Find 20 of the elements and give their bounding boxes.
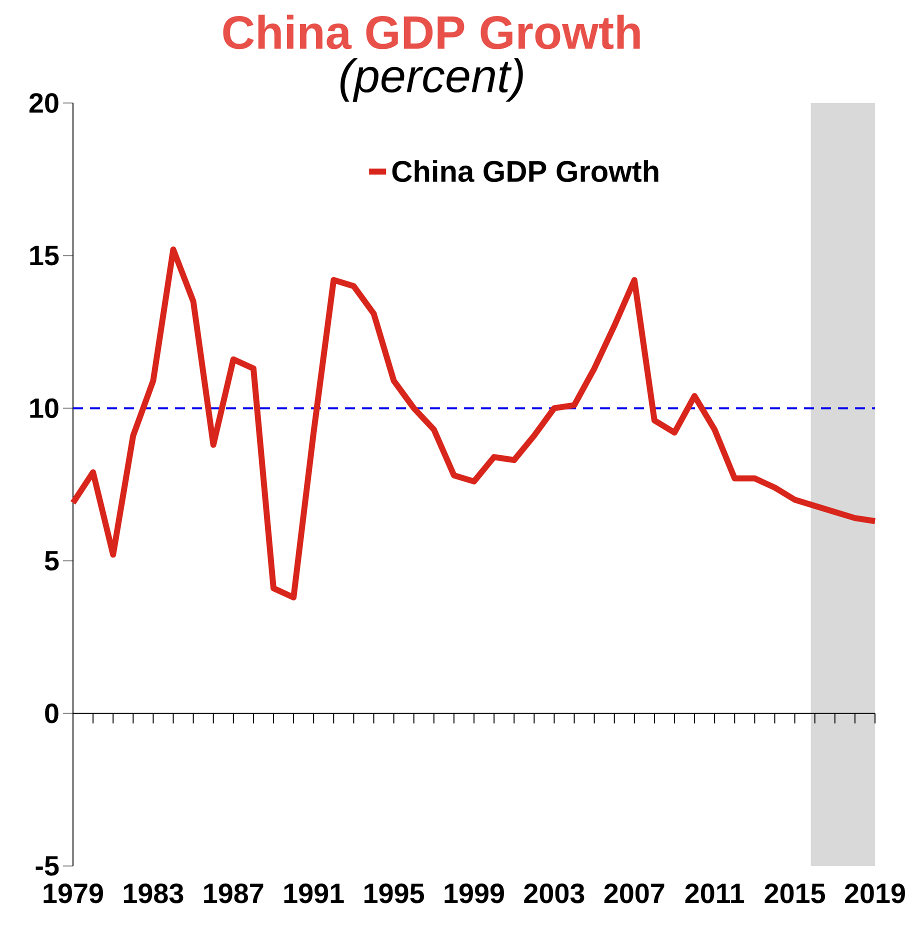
x-tick-label: 1979 [44, 884, 103, 904]
x-tick-label: 1983 [124, 884, 184, 904]
x-tick-label: 2019 [844, 884, 905, 904]
y-tick-label: 5 [44, 551, 59, 571]
chart-subtitle: (percent) [340, 58, 523, 102]
y-tick-label: 10 [30, 398, 58, 418]
x-tick-label: 1995 [364, 884, 424, 904]
chart-title: China GDP Growth [223, 14, 640, 50]
y-tick-label: -5 [36, 856, 59, 876]
x-tick-label: 2015 [764, 884, 825, 904]
y-tick-label: 0 [44, 704, 58, 724]
y-tick-label: 15 [30, 246, 59, 266]
legend-label: China GDP Growth [392, 160, 658, 182]
x-tick-label: 2011 [685, 884, 744, 904]
x-tick-label: 2007 [604, 884, 664, 904]
x-tick-label: 1991 [284, 884, 344, 904]
y-tick-label: 20 [29, 93, 58, 113]
x-tick-label: 1987 [204, 884, 264, 904]
x-tick-label: 1999 [444, 884, 504, 904]
x-tick-label: 2003 [524, 884, 584, 904]
